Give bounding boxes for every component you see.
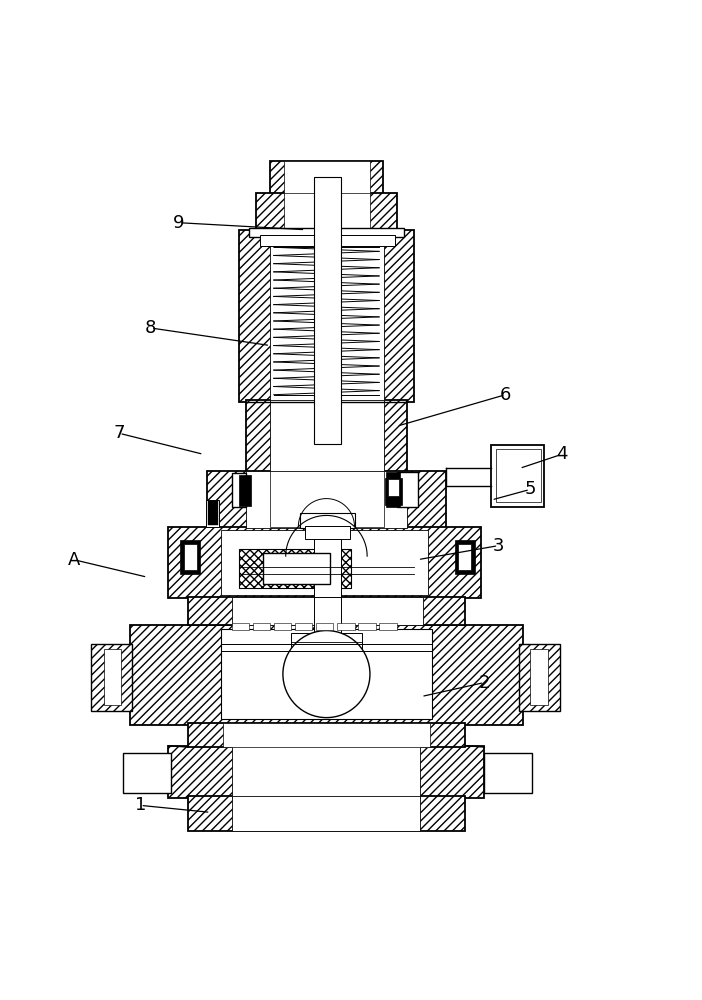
Bar xyxy=(253,623,270,630)
Bar xyxy=(496,449,541,502)
Bar xyxy=(239,549,333,588)
Bar xyxy=(316,623,333,630)
Bar xyxy=(358,623,376,630)
Bar xyxy=(386,472,400,507)
Bar xyxy=(270,471,384,527)
Bar xyxy=(206,500,219,527)
Bar xyxy=(188,597,465,625)
Text: 6: 6 xyxy=(500,386,511,404)
Text: 5: 5 xyxy=(524,480,536,498)
Bar xyxy=(239,475,251,506)
Bar xyxy=(530,649,548,705)
Bar xyxy=(246,400,407,472)
Bar xyxy=(458,544,471,570)
Bar xyxy=(180,540,200,574)
Bar xyxy=(519,644,560,711)
Text: 2: 2 xyxy=(479,674,490,692)
Bar xyxy=(223,723,430,747)
Bar xyxy=(232,597,423,625)
Bar xyxy=(323,549,351,588)
Bar xyxy=(379,623,397,630)
Text: 3: 3 xyxy=(493,537,504,555)
Text: 4: 4 xyxy=(556,445,567,463)
Bar xyxy=(388,479,399,496)
Text: 8: 8 xyxy=(145,319,157,337)
Bar xyxy=(491,445,544,507)
Bar xyxy=(239,230,414,402)
Bar xyxy=(249,228,404,237)
Bar xyxy=(232,746,420,798)
Bar xyxy=(314,527,341,598)
Bar xyxy=(295,623,312,630)
Circle shape xyxy=(283,631,370,718)
Bar xyxy=(184,544,197,570)
Bar xyxy=(208,501,218,525)
Bar xyxy=(123,753,171,793)
Bar xyxy=(232,473,246,507)
Bar xyxy=(284,193,370,230)
Bar xyxy=(130,625,523,725)
Bar xyxy=(263,553,330,584)
Bar xyxy=(455,540,475,574)
Bar xyxy=(314,597,341,654)
Bar xyxy=(397,472,418,507)
Bar xyxy=(291,633,362,651)
Bar xyxy=(188,723,465,747)
Bar xyxy=(207,471,446,528)
Bar xyxy=(270,161,383,195)
Bar xyxy=(91,644,132,711)
Bar xyxy=(260,235,395,246)
Bar xyxy=(314,177,341,444)
Text: A: A xyxy=(67,551,80,569)
Bar xyxy=(284,161,370,195)
Bar xyxy=(305,526,350,539)
Bar xyxy=(104,649,121,705)
Bar xyxy=(168,527,481,598)
Bar xyxy=(274,623,291,630)
Bar xyxy=(221,530,428,595)
Bar xyxy=(168,746,484,798)
Text: 7: 7 xyxy=(114,424,125,442)
Bar xyxy=(246,471,407,528)
Bar xyxy=(221,629,432,719)
Bar xyxy=(256,193,397,230)
Bar xyxy=(232,623,249,630)
Text: 1: 1 xyxy=(135,796,146,814)
Bar xyxy=(232,796,420,831)
Bar xyxy=(300,513,355,528)
Bar xyxy=(337,623,355,630)
Bar xyxy=(270,400,384,472)
Text: 9: 9 xyxy=(173,214,185,232)
Bar xyxy=(484,753,532,793)
Bar xyxy=(188,796,465,831)
Bar xyxy=(385,478,402,505)
Bar xyxy=(270,230,384,402)
